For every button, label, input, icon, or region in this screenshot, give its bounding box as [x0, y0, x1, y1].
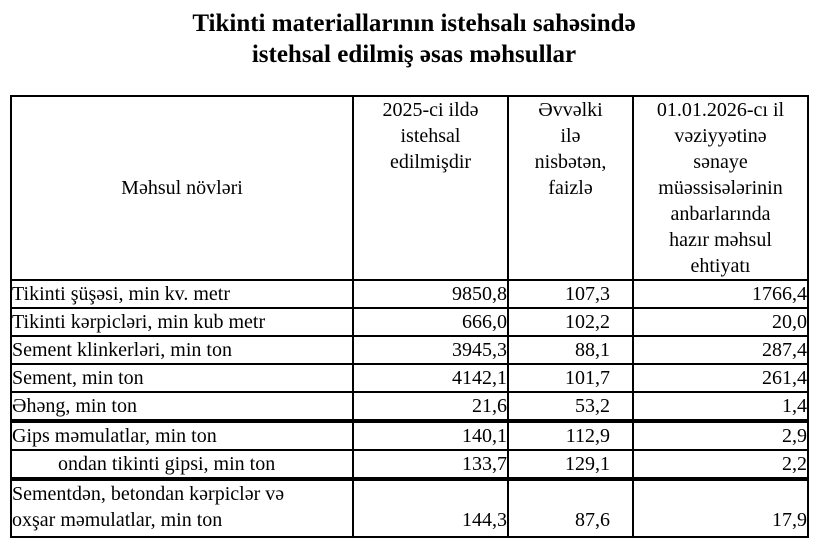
product-label: Sement, min ton	[10, 363, 354, 393]
produced-value: 21,6	[352, 391, 509, 423]
product-label: Gips məmulatlar, min ton	[10, 420, 354, 451]
stock-value: 1,4	[632, 391, 809, 423]
report-page: Tikinti materiallarının istehsalı sahəsi…	[0, 8, 828, 538]
percent-value: 129,1	[507, 449, 634, 481]
table-row: Tikinti kərpicləri, min kub metr 666,0 1…	[10, 307, 809, 337]
stock-value: 261,4	[632, 363, 809, 393]
table-row: Əhəng, min ton 21,6 53,2 1,4	[10, 391, 809, 423]
page-title: Tikinti materiallarının istehsalı sahəsi…	[192, 10, 636, 68]
product-label: Sement klinkerləri, min ton	[10, 335, 354, 365]
products-table: Məhsul növləri 2025-ci ildə istehsal edi…	[10, 95, 809, 538]
table-row: Sementdən, betondan kərpiclər və oxşar m…	[10, 478, 809, 538]
stock-value: 17,9	[632, 478, 809, 538]
table-row: Gips məmulatlar, min ton 140,1 112,9 2,9	[10, 420, 809, 451]
product-label: Tikinti kərpicləri, min kub metr	[10, 307, 354, 337]
table-header-row: Məhsul növləri 2025-ci ildə istehsal edi…	[10, 95, 809, 281]
produced-value: 140,1	[352, 420, 509, 451]
produced-value: 133,7	[352, 449, 509, 481]
stock-value: 287,4	[632, 335, 809, 365]
table-row: Sement klinkerləri, min ton 3945,3 88,1 …	[10, 335, 809, 365]
header-percent-vs-previous-year: Əvvəlki ilə nisbətən, faizlə	[507, 95, 634, 281]
produced-value: 9850,8	[352, 279, 509, 309]
header-warehouse-stock-2026: 01.01.2026-cı il vəziyyətinə sənaye müəs…	[632, 95, 809, 281]
percent-value: 101,7	[507, 363, 634, 393]
product-label: Əhəng, min ton	[10, 391, 354, 423]
percent-value: 53,2	[507, 391, 634, 423]
table-row: Tikinti şüşəsi, min kv. metr 9850,8 107,…	[10, 279, 809, 309]
product-sublabel: ondan tikinti gipsi, min ton	[10, 449, 354, 481]
produced-value: 3945,3	[352, 335, 509, 365]
stock-value: 20,0	[632, 307, 809, 337]
percent-value: 87,6	[507, 478, 634, 538]
table-row: ondan tikinti gipsi, min ton 133,7 129,1…	[10, 449, 809, 481]
percent-value: 112,9	[507, 420, 634, 451]
percent-value: 88,1	[507, 335, 634, 365]
header-product-types: Məhsul növləri	[10, 95, 354, 281]
percent-value: 107,3	[507, 279, 634, 309]
stock-value: 2,9	[632, 420, 809, 451]
stock-value: 2,2	[632, 449, 809, 481]
percent-value: 102,2	[507, 307, 634, 337]
product-label: Sementdən, betondan kərpiclər və oxşar m…	[10, 478, 354, 538]
product-label: Tikinti şüşəsi, min kv. metr	[10, 279, 354, 309]
header-produced-2025: 2025-ci ildə istehsal edilmişdir	[352, 95, 509, 281]
produced-value: 144,3	[352, 478, 509, 538]
produced-value: 4142,1	[352, 363, 509, 393]
table-row: Sement, min ton 4142,1 101,7 261,4	[10, 363, 809, 393]
produced-value: 666,0	[352, 307, 509, 337]
stock-value: 1766,4	[632, 279, 809, 309]
